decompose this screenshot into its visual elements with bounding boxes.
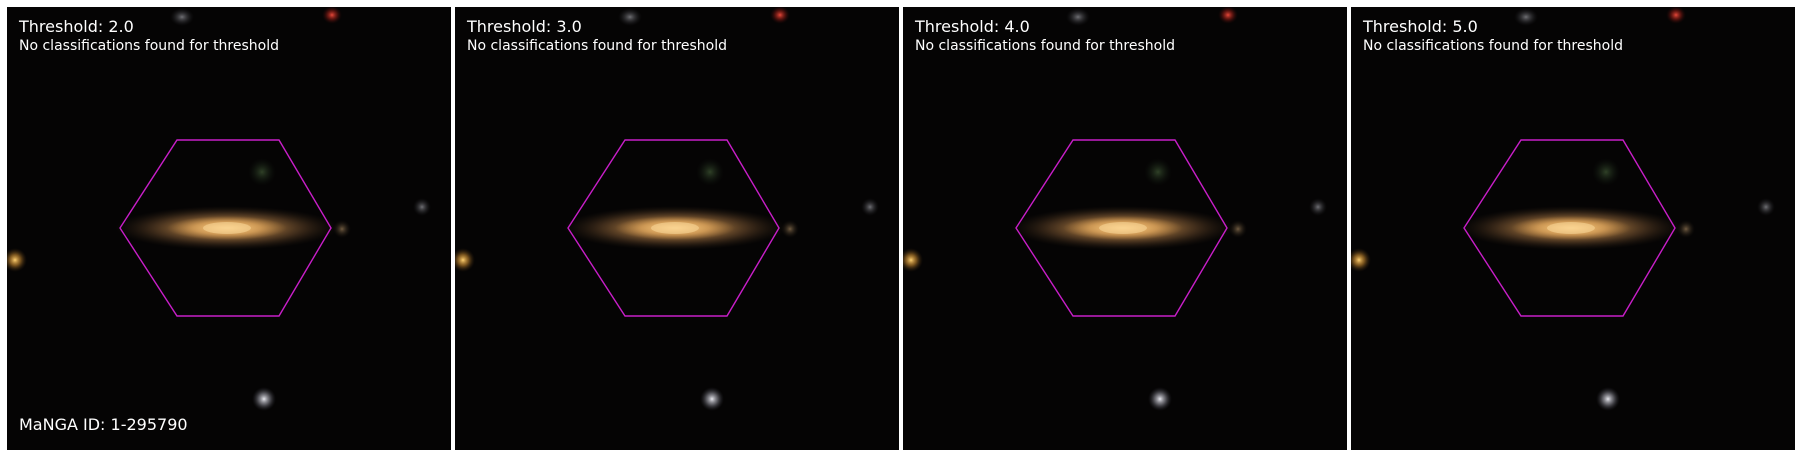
panel-status: No classifications found for threshold [1363,38,1623,54]
image-panel-threshold-4: Threshold: 4.0 No classifications found … [903,7,1347,450]
galaxy-image [455,7,899,450]
image-panel-threshold-5: Threshold: 5.0 No classifications found … [1351,7,1795,450]
panel-status: No classifications found for threshold [915,38,1175,54]
panel-status: No classifications found for threshold [19,38,279,54]
image-panel-threshold-2: Threshold: 2.0 No classifications found … [7,7,451,450]
panel-status: No classifications found for threshold [467,38,727,54]
galaxy-image [903,7,1347,450]
manga-id-label: MaNGA ID: 1-295790 [19,415,188,434]
panel-title: Threshold: 5.0 [1363,17,1478,36]
panel-title: Threshold: 4.0 [915,17,1030,36]
galaxy-image [1351,7,1795,450]
image-panel-threshold-3: Threshold: 3.0 No classifications found … [455,7,899,450]
galaxy-image [7,7,451,450]
panel-title: Threshold: 3.0 [467,17,582,36]
panel-title: Threshold: 2.0 [19,17,134,36]
